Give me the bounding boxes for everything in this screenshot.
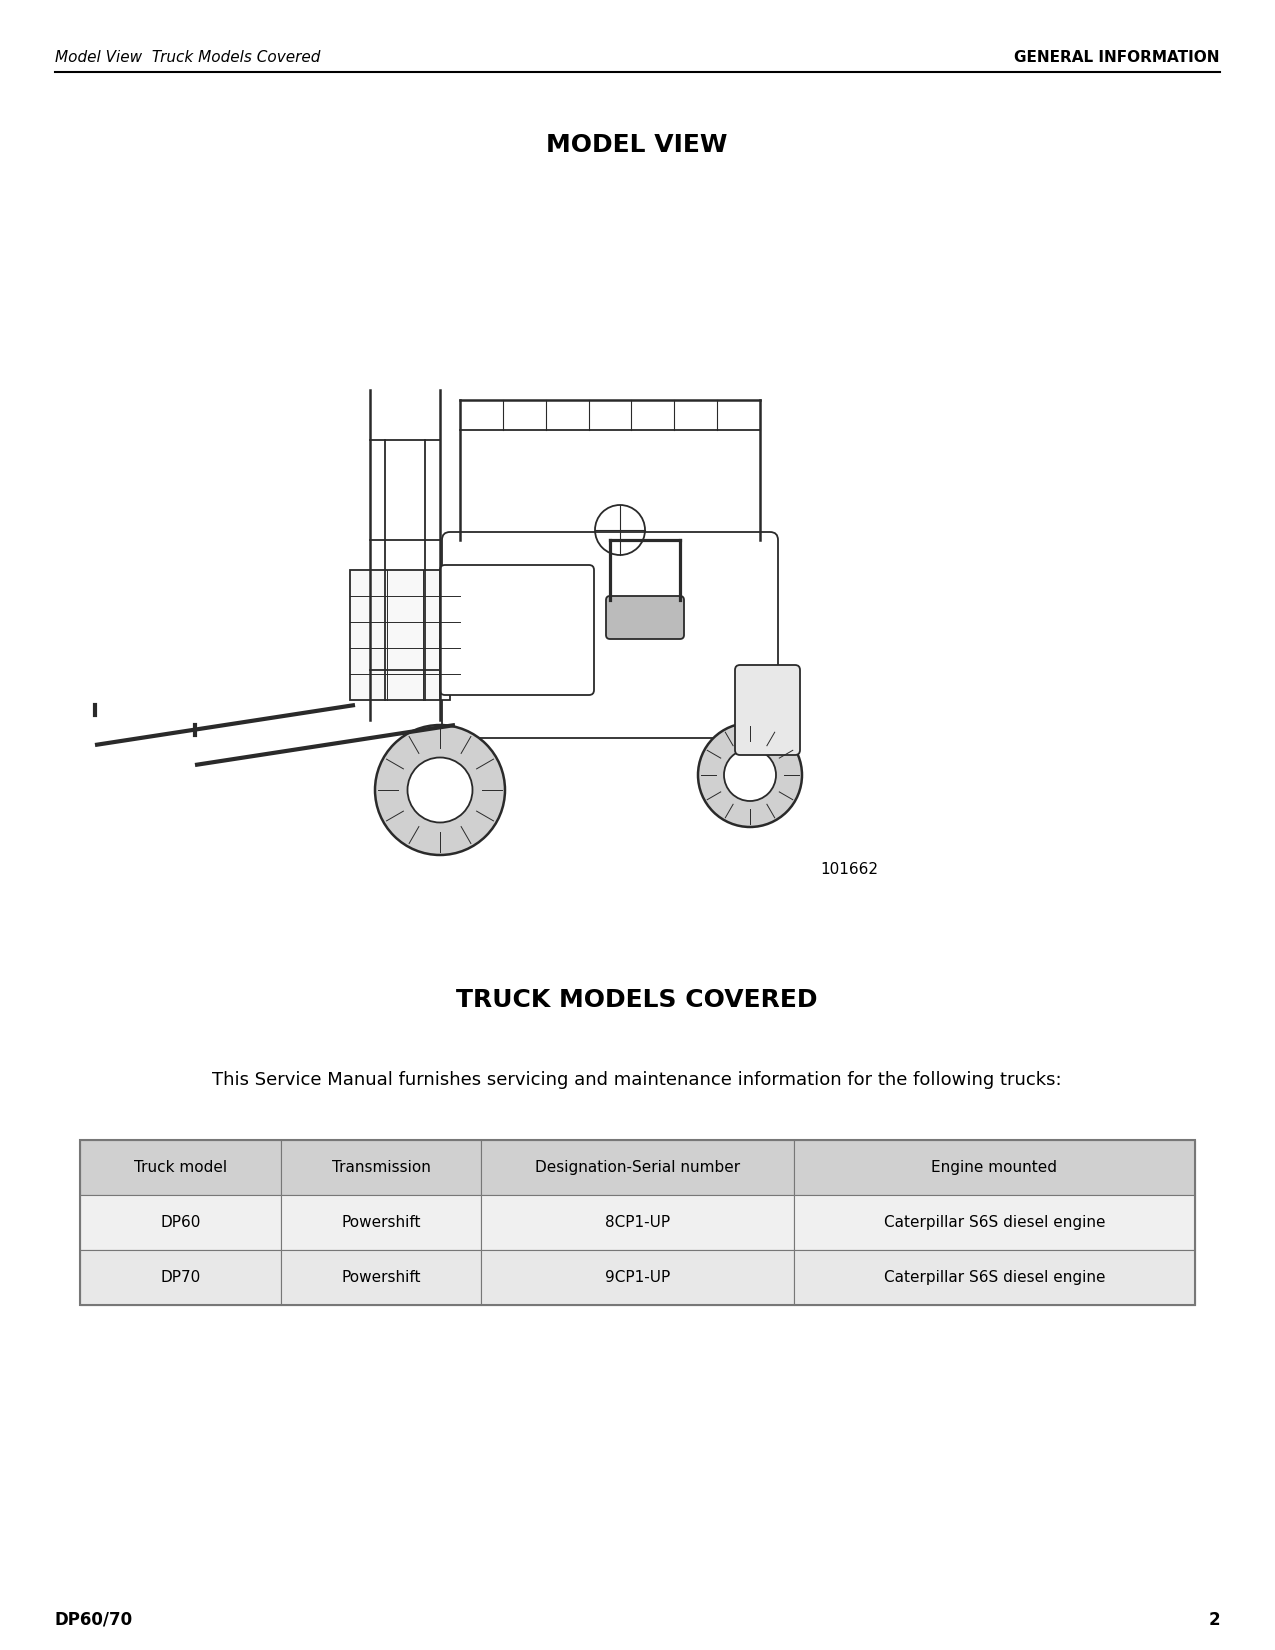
Text: Designation-Serial number: Designation-Serial number [536, 1160, 740, 1175]
Text: Transmission: Transmission [332, 1160, 431, 1175]
FancyBboxPatch shape [482, 1140, 793, 1195]
FancyBboxPatch shape [482, 1251, 793, 1305]
FancyBboxPatch shape [793, 1251, 1195, 1305]
FancyBboxPatch shape [280, 1140, 482, 1195]
Text: Powershift: Powershift [342, 1214, 421, 1229]
Text: 101662: 101662 [820, 863, 878, 878]
FancyBboxPatch shape [734, 665, 799, 756]
Text: MODEL VIEW: MODEL VIEW [546, 134, 728, 157]
FancyBboxPatch shape [80, 1140, 280, 1195]
Text: GENERAL INFORMATION: GENERAL INFORMATION [1015, 51, 1220, 66]
FancyBboxPatch shape [80, 1195, 280, 1251]
FancyBboxPatch shape [440, 564, 594, 695]
FancyBboxPatch shape [482, 1195, 793, 1251]
Circle shape [724, 749, 776, 800]
Text: Caterpillar S6S diesel engine: Caterpillar S6S diesel engine [884, 1270, 1105, 1285]
FancyBboxPatch shape [280, 1251, 482, 1305]
Circle shape [697, 723, 802, 827]
Text: Truck model: Truck model [134, 1160, 227, 1175]
Text: Caterpillar S6S diesel engine: Caterpillar S6S diesel engine [884, 1214, 1105, 1229]
Text: This Service Manual furnishes servicing and maintenance information for the foll: This Service Manual furnishes servicing … [212, 1071, 1062, 1089]
Circle shape [375, 724, 505, 855]
FancyBboxPatch shape [351, 569, 460, 700]
FancyBboxPatch shape [280, 1195, 482, 1251]
Text: TRUCK MODELS COVERED: TRUCK MODELS COVERED [456, 988, 817, 1011]
Text: DP70: DP70 [161, 1270, 200, 1285]
FancyBboxPatch shape [80, 1251, 280, 1305]
Text: Engine mounted: Engine mounted [931, 1160, 1057, 1175]
FancyBboxPatch shape [442, 531, 778, 738]
Text: Model View  Truck Models Covered: Model View Truck Models Covered [55, 51, 320, 66]
FancyBboxPatch shape [793, 1140, 1195, 1195]
FancyBboxPatch shape [606, 596, 683, 639]
Text: 8CP1-UP: 8CP1-UP [604, 1214, 671, 1229]
Text: 2: 2 [1209, 1610, 1220, 1629]
Text: 9CP1-UP: 9CP1-UP [604, 1270, 671, 1285]
Circle shape [408, 757, 473, 822]
Polygon shape [440, 640, 450, 700]
Text: DP60: DP60 [161, 1214, 200, 1229]
Text: Powershift: Powershift [342, 1270, 421, 1285]
FancyBboxPatch shape [793, 1195, 1195, 1251]
Text: DP60/70: DP60/70 [55, 1610, 133, 1629]
